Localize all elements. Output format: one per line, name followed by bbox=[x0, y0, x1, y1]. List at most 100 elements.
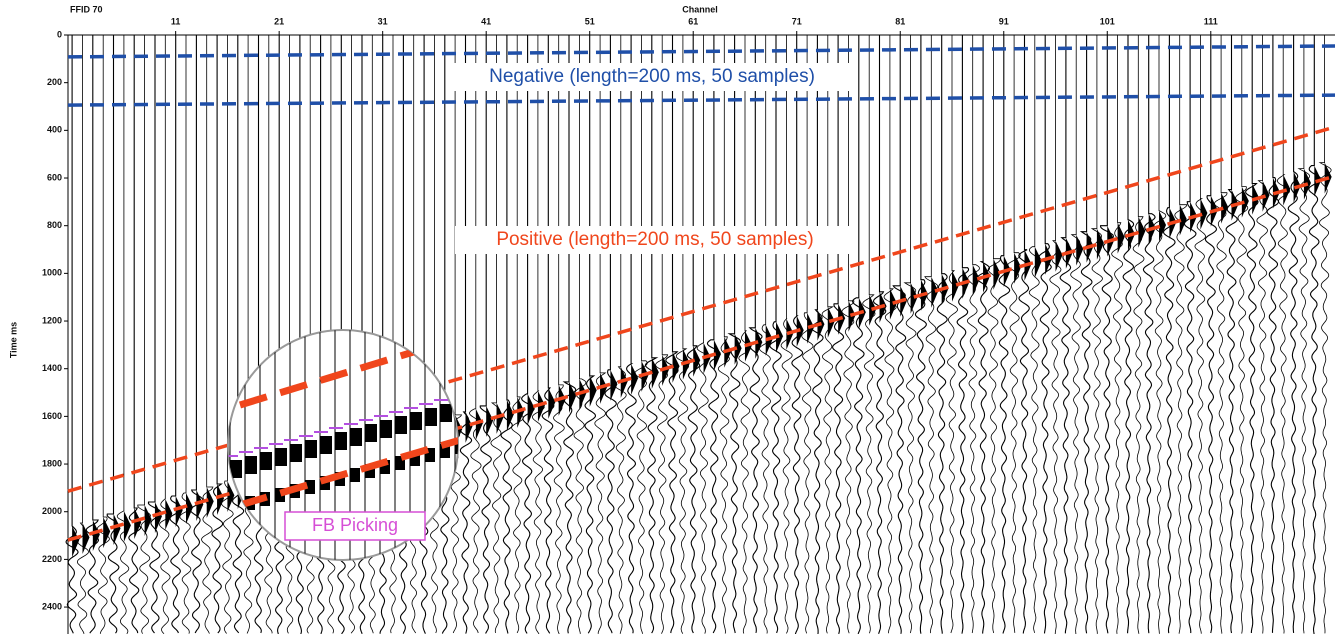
trace bbox=[594, 35, 607, 634]
trace bbox=[1132, 35, 1145, 634]
trace bbox=[945, 35, 958, 634]
lens-wiggle bbox=[380, 420, 392, 438]
trace bbox=[116, 35, 131, 634]
y-tick-label: 1200 bbox=[42, 315, 62, 325]
trace-fill bbox=[72, 526, 80, 558]
lens-wiggle bbox=[350, 428, 362, 446]
trace-fill bbox=[144, 504, 152, 536]
trace bbox=[665, 35, 679, 634]
lens-wiggle bbox=[365, 464, 375, 478]
lens-wiggle bbox=[245, 456, 257, 474]
lens-line bbox=[239, 436, 458, 509]
trace bbox=[573, 35, 587, 634]
trace-fill bbox=[620, 366, 628, 398]
trace bbox=[987, 35, 1001, 634]
trace-fill bbox=[1096, 228, 1104, 260]
trace-fill bbox=[1138, 216, 1146, 248]
trace-fill bbox=[579, 378, 587, 410]
trace bbox=[976, 35, 991, 634]
trace bbox=[128, 35, 142, 634]
trace bbox=[500, 35, 513, 634]
chart-title: FFID 70 bbox=[70, 4, 103, 14]
trace-fill bbox=[196, 489, 204, 521]
trace bbox=[748, 35, 763, 634]
trace-fill bbox=[465, 411, 473, 443]
trace bbox=[801, 35, 814, 634]
trace bbox=[851, 35, 865, 634]
trace bbox=[696, 35, 711, 634]
trace bbox=[201, 35, 214, 634]
trace-fill bbox=[154, 501, 162, 533]
trace bbox=[159, 35, 173, 634]
y-tick-label: 1400 bbox=[42, 363, 62, 373]
trace bbox=[531, 35, 545, 634]
y-tick-label: 1800 bbox=[42, 458, 62, 468]
trace-fill bbox=[1241, 186, 1249, 218]
trace bbox=[262, 35, 275, 634]
x-tick-label: 41 bbox=[481, 16, 491, 26]
dashed-line bbox=[67, 44, 1336, 59]
trace bbox=[584, 35, 596, 634]
trace bbox=[675, 35, 690, 634]
trace bbox=[1090, 35, 1103, 634]
trace-fill bbox=[82, 523, 90, 555]
trace-fill bbox=[734, 333, 742, 365]
lens-wiggle bbox=[455, 440, 458, 454]
trace-fill bbox=[589, 375, 597, 407]
trace bbox=[914, 35, 927, 634]
lens-wiggle bbox=[440, 404, 452, 422]
trace bbox=[1204, 35, 1218, 634]
lens-wiggle bbox=[260, 452, 272, 470]
x-tick-label: 81 bbox=[895, 16, 905, 26]
trace bbox=[956, 35, 970, 634]
trace-fill bbox=[486, 405, 494, 437]
trace bbox=[1070, 35, 1082, 634]
trace-fill bbox=[537, 390, 545, 422]
trace-fill bbox=[165, 498, 173, 530]
trace bbox=[821, 35, 835, 634]
trace bbox=[903, 35, 917, 634]
annotation-bg bbox=[452, 63, 852, 91]
y-tick-label: 2400 bbox=[42, 601, 62, 611]
trace-fill bbox=[92, 520, 100, 552]
trace-fill bbox=[641, 360, 649, 392]
trace bbox=[706, 35, 721, 634]
x-tick-label: 111 bbox=[1204, 16, 1218, 26]
trace-fill bbox=[1200, 198, 1208, 230]
trace bbox=[137, 35, 151, 634]
trace-fill bbox=[910, 282, 918, 314]
trace bbox=[1266, 35, 1280, 633]
y-tick-label: 2000 bbox=[42, 506, 62, 516]
trace-fill bbox=[651, 357, 659, 389]
trace-fill bbox=[103, 517, 111, 548]
lens-wiggle bbox=[230, 460, 242, 478]
trace bbox=[1079, 35, 1093, 634]
lens-wiggle bbox=[350, 468, 360, 482]
trace bbox=[448, 35, 463, 634]
trace-fill bbox=[217, 483, 225, 515]
trace-fill bbox=[631, 363, 639, 395]
trace bbox=[1225, 35, 1238, 634]
trace bbox=[179, 35, 193, 634]
trace-fill bbox=[113, 514, 121, 545]
trace bbox=[1018, 35, 1030, 634]
trace bbox=[553, 35, 565, 634]
lens-wiggle bbox=[395, 416, 407, 434]
trace bbox=[1183, 35, 1197, 634]
trace bbox=[428, 35, 443, 634]
trace bbox=[604, 35, 617, 634]
lens-content bbox=[228, 330, 458, 560]
annotation: Positive (length=200 ms, 50 samples) bbox=[496, 229, 813, 250]
trace-fill bbox=[610, 369, 618, 401]
trace bbox=[892, 35, 907, 634]
trace bbox=[221, 35, 234, 634]
trace bbox=[562, 35, 577, 634]
x-tick-label: 71 bbox=[792, 16, 802, 26]
trace-fill bbox=[1014, 252, 1022, 284]
trace bbox=[1028, 35, 1040, 634]
trace-fill bbox=[682, 348, 690, 380]
trace bbox=[758, 35, 772, 634]
trace bbox=[780, 35, 793, 634]
x-tick-label: 11 bbox=[171, 16, 181, 26]
